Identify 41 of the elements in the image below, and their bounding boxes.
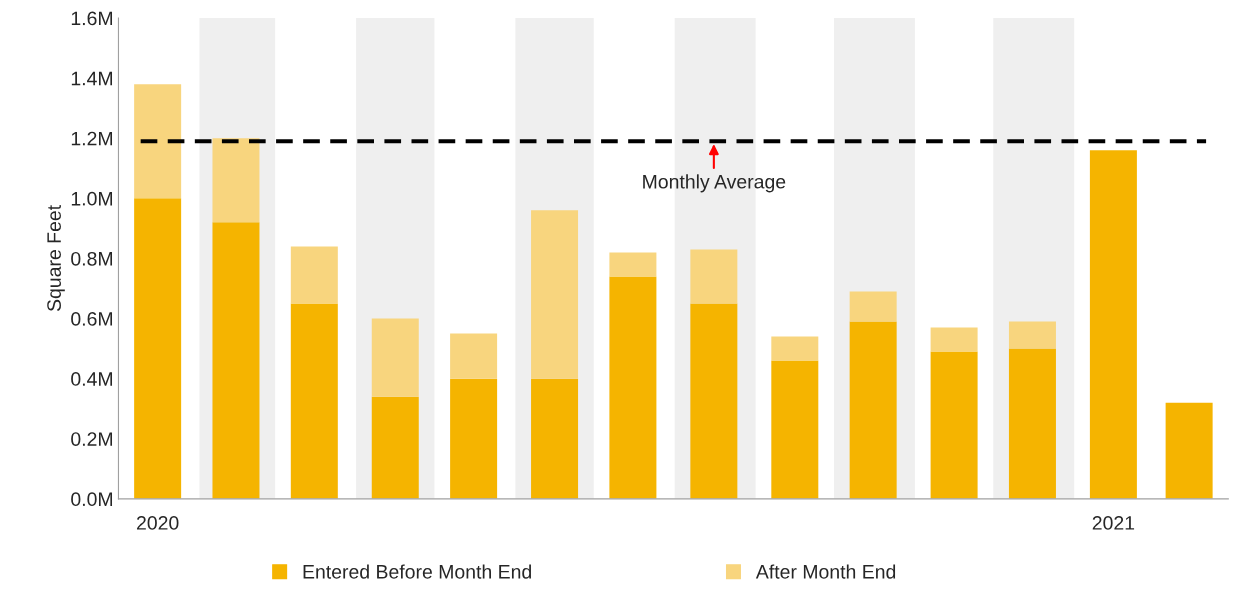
bar [849,321,897,499]
bar [1165,402,1213,499]
legend-label: Entered Before Month End [303,564,531,579]
bar [1089,150,1137,499]
bar [531,378,579,499]
y-tick-label: 1.6M [71,11,113,26]
bar [609,276,657,499]
bar [609,252,657,277]
bar [690,303,738,499]
bar [531,210,579,379]
y-tick-label: 0.0M [71,492,113,507]
bar [450,378,498,499]
y-tick-label: 1.4M [71,71,113,86]
bar [371,318,419,397]
bar [290,303,338,499]
bar [134,84,182,199]
bar [371,396,419,499]
bar [212,138,260,223]
y-tick-label: 1.0M [71,191,113,206]
annotation: Monthly Average [643,174,786,193]
bar [930,327,978,352]
y-tick-label: 0.4M [71,372,113,386]
bar [212,222,260,499]
y-axis-title: Square Feet [47,205,65,312]
bar [849,291,897,322]
bar [771,360,819,499]
y-tick-label: 0.2M [71,432,113,446]
y-tick-label: 0.6M [71,312,113,326]
bar [1008,321,1056,349]
bar [930,351,978,499]
y-tick-label: 0.8M [71,251,113,266]
legend-label: After Month End [755,564,896,579]
bar [690,249,738,304]
bar [290,246,338,304]
y-tick-label: 1.2M [71,131,113,146]
x-tick-label: 2021 [1092,516,1135,530]
bar [134,198,182,499]
bar [771,336,819,361]
bar [450,333,498,379]
bar [1008,348,1056,499]
x-tick-label: 2020 [136,516,179,530]
